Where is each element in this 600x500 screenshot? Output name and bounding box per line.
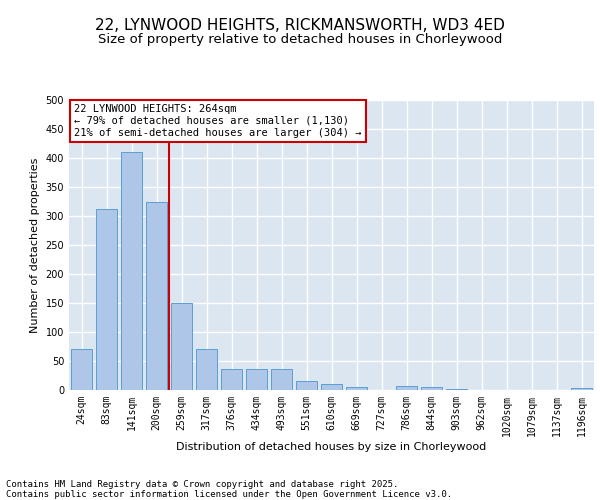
Bar bbox=[346, 387, 367, 390]
Bar bbox=[571, 388, 592, 390]
Bar bbox=[71, 350, 92, 390]
Text: Contains HM Land Registry data © Crown copyright and database right 2025.
Contai: Contains HM Land Registry data © Crown c… bbox=[6, 480, 452, 499]
Bar bbox=[296, 382, 317, 390]
Text: Size of property relative to detached houses in Chorleywood: Size of property relative to detached ho… bbox=[98, 32, 502, 46]
X-axis label: Distribution of detached houses by size in Chorleywood: Distribution of detached houses by size … bbox=[176, 442, 487, 452]
Bar bbox=[246, 368, 267, 390]
Bar bbox=[96, 209, 117, 390]
Y-axis label: Number of detached properties: Number of detached properties bbox=[30, 158, 40, 332]
Bar bbox=[221, 368, 242, 390]
Bar bbox=[171, 303, 192, 390]
Bar bbox=[146, 202, 167, 390]
Text: 22 LYNWOOD HEIGHTS: 264sqm
← 79% of detached houses are smaller (1,130)
21% of s: 22 LYNWOOD HEIGHTS: 264sqm ← 79% of deta… bbox=[74, 104, 362, 138]
Bar bbox=[321, 384, 342, 390]
Bar bbox=[196, 350, 217, 390]
Bar bbox=[271, 368, 292, 390]
Bar bbox=[396, 386, 417, 390]
Bar bbox=[121, 152, 142, 390]
Bar bbox=[421, 386, 442, 390]
Text: 22, LYNWOOD HEIGHTS, RICKMANSWORTH, WD3 4ED: 22, LYNWOOD HEIGHTS, RICKMANSWORTH, WD3 … bbox=[95, 18, 505, 32]
